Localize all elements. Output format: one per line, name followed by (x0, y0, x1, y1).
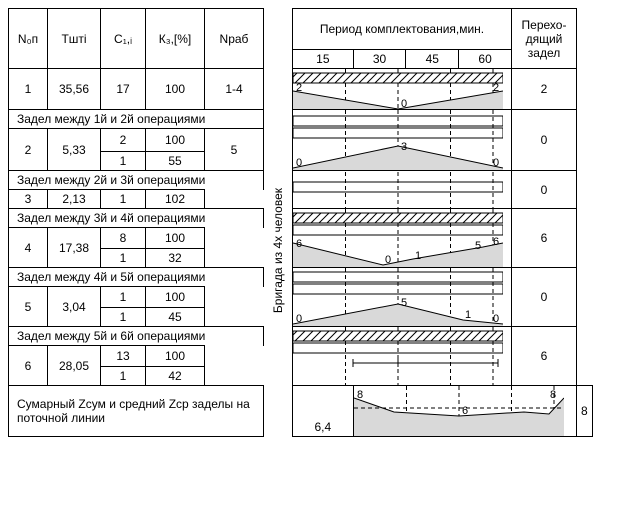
r4b-k: 32 (146, 249, 205, 268)
r1-k: 100 (146, 69, 205, 110)
svg-text:1: 1 (465, 309, 471, 321)
r1-zadel: 2 (512, 69, 577, 110)
r4-t: 17,38 (48, 228, 101, 268)
svg-text:2: 2 (296, 82, 302, 94)
r3-c: 1 (101, 190, 146, 209)
zad23-label: Задел между 2й и 3й операциями (9, 171, 264, 190)
r6-t: 28,05 (48, 346, 101, 386)
r4a-k: 100 (146, 228, 205, 249)
col-c1i: C₁,ᵢ (101, 9, 146, 69)
r6b-c: 1 (101, 367, 146, 386)
r6-n: 6 (9, 346, 48, 386)
zad56-zadel: 6 (512, 327, 577, 386)
chart-r4: 6 0 1 5 6 (293, 209, 512, 268)
r2b-c: 1 (101, 152, 146, 171)
zad12-zadel: 0 (512, 110, 577, 171)
r2-n: 2 (9, 129, 48, 171)
chart-r5: 0 5 1 0 (293, 268, 512, 327)
chart-r2: 0 3 0 (293, 110, 512, 171)
r2b-k: 55 (146, 152, 205, 171)
carryover-header: Перехо- дящий задел (512, 9, 577, 69)
r2a-k: 100 (146, 129, 205, 152)
r1-c: 17 (101, 69, 146, 110)
r4b-c: 1 (101, 249, 146, 268)
r5-t: 3,04 (48, 287, 101, 327)
chart-r3 (293, 171, 512, 209)
svg-text:0: 0 (493, 157, 499, 169)
r5-n: 5 (9, 287, 48, 327)
zad12-label: Задел между 1й и 2й операциями (9, 110, 264, 129)
col-nrab: Nраб (205, 9, 264, 69)
period-header: Период комплектования,мин. (293, 9, 512, 50)
svg-text:8: 8 (357, 389, 363, 401)
svg-text:0: 0 (493, 313, 499, 325)
r1-nrab: 1-4 (205, 69, 264, 110)
r5b-k: 45 (146, 308, 205, 327)
brigade-cell: Бригада из 4х человек (264, 69, 293, 437)
svg-text:3: 3 (401, 141, 407, 153)
svg-text:0: 0 (385, 254, 391, 266)
col-tsht: Tштi (48, 9, 101, 69)
tick-45: 45 (406, 50, 459, 69)
r6a-c: 13 (101, 346, 146, 367)
r1-t: 35,56 (48, 69, 101, 110)
spacer (264, 9, 293, 69)
zad23-zadel: 0 (512, 171, 577, 209)
r5a-k: 100 (146, 287, 205, 308)
zad34-label: Задел между 3й и 4й операциями (9, 209, 264, 228)
summary-label: Сумарный Zсум и средний Zср заделы на по… (9, 386, 264, 437)
svg-text:8: 8 (550, 389, 556, 401)
main-table: N₀п Tштi C₁,ᵢ К₃,[%] Nраб Период комплек… (8, 8, 593, 437)
zad45-label: Задел между 4й и 5й операциями (9, 268, 264, 287)
tick-60: 60 (459, 50, 512, 69)
r5b-c: 1 (101, 308, 146, 327)
svg-text:0: 0 (296, 157, 302, 169)
zad56-label: Задел между 5й и 6й операциями (9, 327, 264, 346)
svg-text:6: 6 (462, 405, 468, 417)
tick-30: 30 (353, 50, 406, 69)
r3-n: 3 (9, 190, 48, 209)
r1-n: 1 (9, 69, 48, 110)
chart-r6 (293, 327, 512, 386)
svg-text:6: 6 (493, 236, 499, 248)
chart-summary: 8 6 8 (353, 386, 576, 437)
col-k3: К₃,[%] (146, 9, 205, 69)
brigade-label: Бригада из 4х человек (271, 188, 285, 313)
r3-k: 102 (146, 190, 205, 209)
r6a-k: 100 (146, 346, 205, 367)
tick-15: 15 (293, 50, 354, 69)
summary-value: 6,4 (293, 386, 354, 437)
col-nop: N₀п (9, 9, 48, 69)
r3-t: 2,13 (48, 190, 101, 209)
svg-text:2: 2 (493, 82, 499, 94)
r5a-c: 1 (101, 287, 146, 308)
zad45-zadel: 0 (512, 268, 577, 327)
r2-nrab: 5 (205, 129, 264, 171)
svg-text:5: 5 (401, 297, 407, 309)
r2-t: 5,33 (48, 129, 101, 171)
svg-text:1: 1 (415, 250, 421, 262)
svg-text:6: 6 (296, 238, 302, 250)
r4a-c: 8 (101, 228, 146, 249)
r6b-k: 42 (146, 367, 205, 386)
zad34-zadel: 6 (512, 209, 577, 268)
summary-zadel: 8 (577, 386, 593, 437)
chart-r1: 2 0 2 (293, 69, 512, 110)
svg-text:5: 5 (475, 240, 481, 252)
r4-n: 4 (9, 228, 48, 268)
svg-text:0: 0 (401, 98, 407, 109)
svg-text:0: 0 (296, 313, 302, 325)
r2a-c: 2 (101, 129, 146, 152)
